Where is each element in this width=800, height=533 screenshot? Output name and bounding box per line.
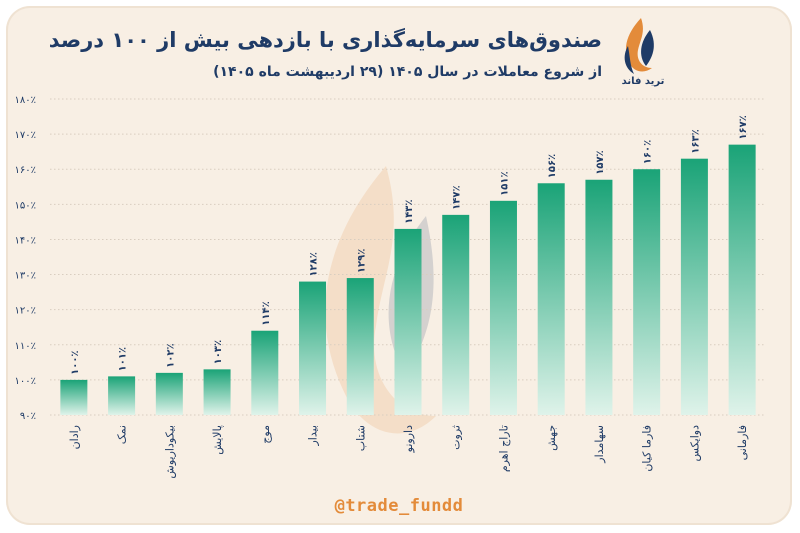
category-label: رادان — [68, 425, 81, 449]
bar — [537, 183, 565, 415]
bar — [60, 379, 88, 415]
y-tick-label: ۱۸۰٪ — [15, 95, 36, 106]
bar — [203, 369, 231, 415]
value-label: ۱۰۲٪ — [165, 343, 176, 367]
category-label: نمک — [116, 425, 129, 444]
bar — [394, 228, 422, 415]
category-label: دوایکس — [688, 425, 701, 462]
bar-chart: ۹۰٪ ۱۰۰٪ ۱۱۰٪ ۱۲۰٪ ۱۳۰٪ ۱۴۰٪ ۱۵۰٪ ۱۶۰٪ ۱۷۰٪ ۱۸۰٪ ۱… — [15, 95, 766, 479]
y-tick-label: ۹۰٪ — [20, 411, 36, 422]
value-label: ۱۴۳٪ — [404, 199, 415, 223]
bar — [680, 158, 708, 415]
category-label: شتاب — [354, 425, 367, 451]
value-label: ۱۰۱٪ — [118, 347, 129, 371]
value-label: ۱۵۶٪ — [547, 154, 558, 178]
chart-title: صندوق‌های سرمایه‌گذاری با بازدهی بیش از … — [48, 28, 602, 52]
bar — [155, 372, 183, 415]
category-label: فارمانی — [736, 425, 749, 460]
chart-card: ۹۰٪ ۱۰۰٪ ۱۱۰٪ ۱۲۰٪ ۱۳۰٪ ۱۴۰٪ ۱۵۰٪ ۱۶۰٪ ۱۷۰٪ ۱۸۰٪ ۱… — [6, 6, 792, 525]
value-label: ۱۵۷٪ — [595, 150, 606, 174]
value-label: ۱۲۸٪ — [309, 252, 320, 276]
category-label: پالایش — [211, 425, 224, 455]
category-label: سهامدار — [593, 425, 606, 464]
category-label: بیدار — [307, 425, 320, 447]
logo-text: ترید فاند — [621, 76, 665, 87]
y-tick-label: ۱۳۰٪ — [15, 271, 36, 282]
bar — [585, 179, 613, 415]
category-label: بیکوداریوش — [163, 425, 176, 479]
chart-subtitle: از شروع معاملات در سال ۱۴۰۵ (۲۹ اردیبهشت… — [213, 64, 602, 80]
bar — [108, 376, 136, 415]
category-label: ثروت — [450, 425, 463, 450]
value-label: ۱۰۳٪ — [213, 340, 224, 364]
value-label: ۱۲۹٪ — [356, 249, 367, 273]
bar — [299, 281, 327, 415]
y-tick-label: ۱۱۰٪ — [15, 341, 36, 352]
value-label: ۱۴۷٪ — [452, 185, 463, 209]
bar — [346, 278, 374, 415]
y-tick-label: ۱۶۰٪ — [15, 165, 36, 176]
y-tick-label: ۱۲۰٪ — [15, 306, 36, 317]
category-label: تاراج اهرم — [497, 425, 510, 472]
bar — [251, 330, 279, 415]
value-label: ۱۶۷٪ — [738, 115, 749, 139]
value-label: ۱۰۰٪ — [70, 350, 81, 374]
category-label: جهش — [545, 425, 558, 451]
y-tick-label: ۱۷۰٪ — [15, 130, 36, 141]
category-label: موج — [259, 425, 272, 444]
y-tick-label: ۱۴۰٪ — [15, 235, 36, 246]
value-label: ۱۶۳٪ — [690, 129, 701, 153]
value-label: ۱۵۱٪ — [499, 171, 510, 195]
y-tick-label: ۱۵۰٪ — [15, 200, 36, 211]
category-label: دارونو — [402, 425, 415, 453]
social-handle[interactable]: @trade_fundd — [334, 496, 464, 516]
flame-logo-icon — [624, 18, 654, 74]
y-tick-label: ۱۰۰٪ — [15, 376, 36, 387]
bar — [728, 144, 756, 415]
bar — [489, 200, 517, 415]
value-label: ۱۶۰٪ — [643, 140, 654, 164]
bar — [442, 214, 470, 415]
category-label: فارما کیان — [641, 425, 654, 472]
value-label: ۱۱۴٪ — [261, 301, 272, 325]
bar — [633, 169, 661, 415]
